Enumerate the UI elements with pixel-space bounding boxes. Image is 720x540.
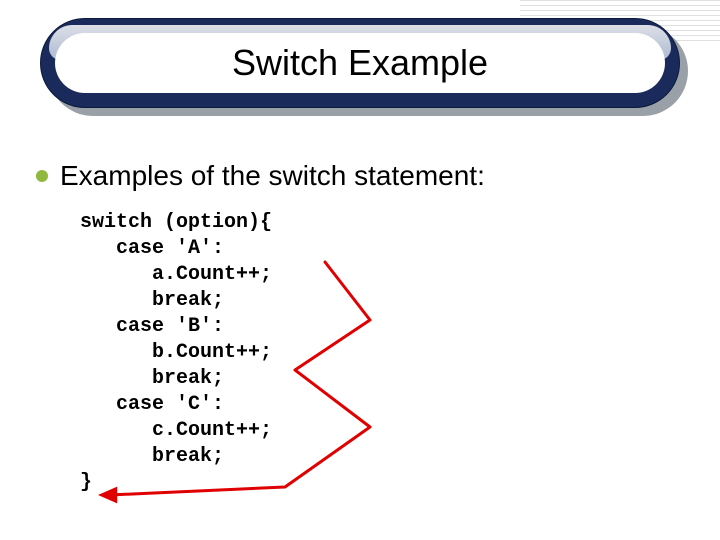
banner-outer: Switch Example (40, 18, 680, 108)
bullet-row: Examples of the switch statement: (36, 160, 485, 192)
title-banner: Switch Example (40, 18, 680, 108)
bullet-text: Examples of the switch statement: (60, 160, 485, 192)
banner-inner: Switch Example (55, 33, 665, 93)
slide-title: Switch Example (232, 42, 488, 84)
code-block: switch (option){ case 'A': a.Count++; br… (80, 210, 272, 496)
bullet-icon (36, 170, 48, 182)
